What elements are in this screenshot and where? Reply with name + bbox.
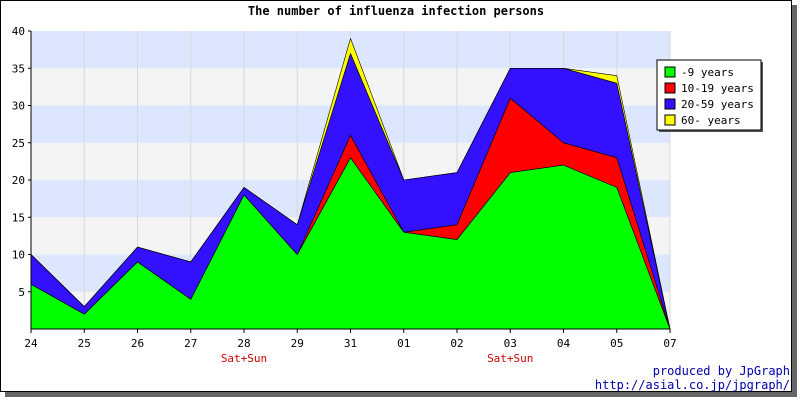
y-tick-label-3: 20 [12,174,25,187]
x-tick-label-5: 29 [291,337,304,350]
x-tick-label-12: 07 [663,337,676,350]
y-tick-label-5: 30 [12,100,25,113]
x-tick-label-2: 26 [131,337,144,350]
x-tick-label-7: 01 [397,337,410,350]
legend-label-1: 10-19 years [681,82,754,95]
x-tick-label-6: 31 [344,337,357,350]
y-tick-label-4: 25 [12,137,25,150]
x-tick-label-0: 24 [24,337,38,350]
x-tick-label-9: 03 [504,337,517,350]
x-note-label-1: Sat+Sun [487,352,533,365]
credit-url[interactable]: http://asial.co.jp/jpgraph/ [594,378,790,392]
y-tick-label-1: 10 [12,249,25,262]
credit-produced-by: produced by JpGraph [652,364,790,378]
y-tick-label-7: 40 [12,25,25,38]
legend-swatch-2 [664,98,676,110]
chart-title: The number of influenza infection person… [247,4,545,18]
y-tick-label-6: 35 [12,62,25,75]
x-tick-label-10: 04 [557,337,571,350]
x-tick-label-11: 05 [610,337,623,350]
x-note-label-0: Sat+Sun [221,352,267,365]
legend-swatch-3 [664,114,676,126]
y-tick-label-0: 5 [18,286,25,299]
x-tick-label-8: 02 [450,337,463,350]
legend-swatch-1 [664,82,676,94]
legend-swatch-0 [664,66,676,78]
y-tick-label-2: 15 [12,211,25,224]
x-tick-label-4: 28 [237,337,250,350]
legend-label-0: -9 years [681,66,734,79]
legend-label-2: 20-59 years [681,98,754,111]
x-tick-label-1: 25 [78,337,91,350]
legend-label-3: 60- years [681,114,741,127]
x-tick-label-3: 27 [184,337,197,350]
